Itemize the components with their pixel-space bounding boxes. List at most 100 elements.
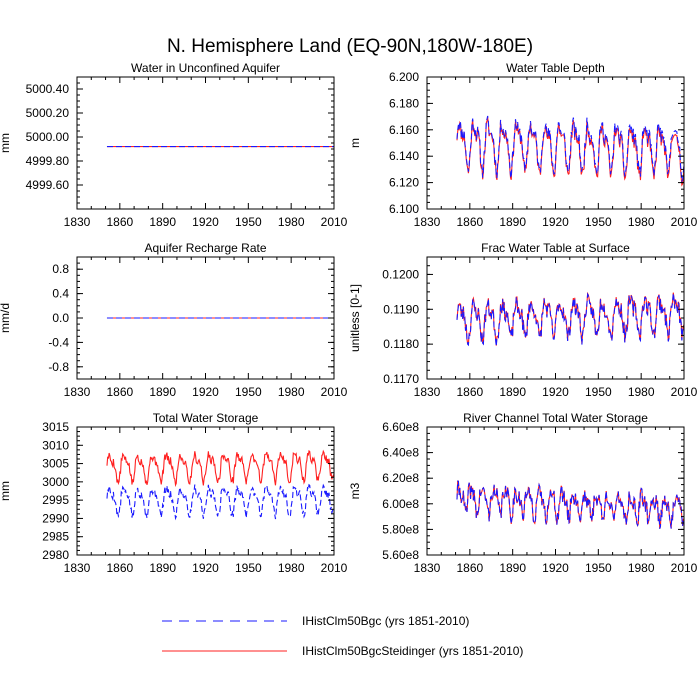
x-tick-label: 2010 — [321, 215, 348, 229]
y-tick-label: 2995 — [42, 493, 69, 507]
y-axis-label: mm — [0, 133, 12, 153]
x-tick-label: 1830 — [64, 215, 91, 229]
y-tick-label: 0.0 — [52, 311, 69, 325]
legend: IHistClm50Bgc (yrs 1851-2010) IHistClm50B… — [162, 614, 523, 658]
y-tick-label: 3010 — [42, 438, 69, 452]
x-tick-label: 1920 — [542, 215, 569, 229]
x-tick-label: 1830 — [414, 561, 441, 575]
chart-panel-6: River Channel Total Water Storage m3 1830 1… — [348, 411, 698, 575]
y-tick-label: 4999.80 — [26, 154, 70, 168]
plot-frame — [76, 76, 335, 210]
x-tick-label: 2010 — [321, 385, 348, 399]
series-line-2 — [456, 480, 685, 529]
x-tick-label: 1950 — [235, 385, 262, 399]
x-tick-label: 1950 — [585, 215, 612, 229]
y-tick-label: 3000 — [42, 475, 69, 489]
panels-group: Water in Unconfined Aquifer mm 1830 1860 189… — [0, 61, 698, 575]
x-tick-label: 1920 — [192, 561, 219, 575]
y-tick-label: 0.8 — [52, 262, 69, 276]
panel-title: River Channel Total Water Storage — [463, 411, 648, 425]
x-tick-label: 1830 — [414, 385, 441, 399]
x-tick-label: 1920 — [192, 215, 219, 229]
panel-title: Frac Water Table at Surface — [481, 241, 630, 255]
y-tick-label: 6.120 — [389, 176, 419, 190]
y-tick-label: 5.60e8 — [382, 548, 419, 562]
x-tick-label: 2010 — [671, 561, 698, 575]
y-tick-label: 0.1200 — [382, 267, 419, 281]
x-tick-label: 2010 — [671, 215, 698, 229]
y-tick-label: 4999.60 — [26, 178, 70, 192]
x-tick-label: 1830 — [64, 561, 91, 575]
y-tick-label: 6.140 — [389, 149, 419, 163]
y-tick-label: 6.00e8 — [382, 497, 419, 511]
y-tick-label: 6.40e8 — [382, 446, 419, 460]
x-tick-label: 1830 — [414, 215, 441, 229]
y-axis-label: m3 — [348, 482, 362, 499]
series-line-2 — [106, 483, 335, 521]
y-tick-label: 6.60e8 — [382, 420, 419, 434]
chart-panel-4: Frac Water Table at Surface unitless [0-1… — [348, 241, 698, 399]
chart-panel-2: Water Table Depth m 1830 1860 1890 1920 1950 19… — [348, 61, 698, 229]
y-tick-label: 2990 — [42, 511, 69, 525]
x-tick-label: 1920 — [542, 385, 569, 399]
x-tick-label: 1950 — [235, 215, 262, 229]
panel-title: Total Water Storage — [153, 411, 259, 425]
plot-frame — [76, 426, 335, 556]
x-tick-label: 1860 — [456, 385, 483, 399]
y-tick-label: 0.4 — [52, 287, 69, 301]
x-tick-label: 1980 — [628, 385, 655, 399]
x-tick-label: 1860 — [106, 561, 133, 575]
chart-panel-5: Total Water Storage mm 1830 1860 1890 1920 195… — [0, 411, 348, 575]
x-tick-label: 1950 — [585, 561, 612, 575]
y-tick-label: 6.20e8 — [382, 471, 419, 485]
x-tick-label: 1950 — [585, 385, 612, 399]
legend-label-2: IHistClm50BgcSteidinger (yrs 1851-2010) — [302, 644, 523, 658]
y-tick-label: -0.4 — [48, 335, 69, 349]
y-axis-label: mm/d — [0, 303, 12, 333]
series-line-2 — [456, 292, 685, 347]
x-tick-label: 1920 — [192, 385, 219, 399]
y-tick-label: 3005 — [42, 457, 69, 471]
plot-frame — [426, 76, 685, 210]
figure-title: N. Hemisphere Land (EQ-90N,180W-180E) — [167, 36, 533, 57]
y-tick-label: 0.1180 — [383, 337, 419, 351]
y-axis-label: mm — [0, 481, 12, 501]
x-tick-label: 2010 — [671, 385, 698, 399]
x-tick-label: 1890 — [149, 385, 176, 399]
x-tick-label: 1860 — [106, 385, 133, 399]
x-tick-label: 1830 — [64, 385, 91, 399]
x-tick-label: 1890 — [149, 561, 176, 575]
x-tick-label: 1980 — [628, 561, 655, 575]
panel-title: Water in Unconfined Aquifer — [131, 61, 280, 75]
y-tick-label: 2980 — [42, 548, 69, 562]
y-tick-label: 6.200 — [389, 70, 419, 84]
x-tick-label: 1950 — [235, 561, 262, 575]
series-line-1 — [456, 117, 685, 187]
y-tick-label: 6.160 — [389, 123, 419, 137]
y-tick-label: 5000.00 — [26, 130, 70, 144]
y-tick-label: 2985 — [42, 530, 69, 544]
x-tick-label: 2010 — [321, 561, 348, 575]
x-tick-label: 1920 — [542, 561, 569, 575]
x-tick-label: 1980 — [278, 385, 305, 399]
panel-title: Water Table Depth — [506, 61, 605, 75]
x-tick-label: 1890 — [499, 561, 526, 575]
chart-panel-3: Aquifer Recharge Rate mm/d 1830 1860 1890 192… — [0, 241, 348, 399]
y-tick-label: 5000.20 — [26, 106, 70, 120]
y-tick-label: -0.8 — [48, 360, 69, 374]
y-tick-label: 0.1190 — [383, 302, 419, 316]
x-tick-label: 1860 — [106, 215, 133, 229]
x-tick-label: 1890 — [499, 385, 526, 399]
x-tick-label: 1890 — [499, 215, 526, 229]
y-tick-label: 5000.40 — [26, 82, 70, 96]
panel-title: Aquifer Recharge Rate — [144, 241, 266, 255]
y-axis-label: m — [348, 138, 362, 148]
x-tick-label: 1980 — [278, 561, 305, 575]
x-tick-label: 1980 — [278, 215, 305, 229]
series-line-1 — [106, 449, 335, 488]
x-tick-label: 1860 — [456, 561, 483, 575]
chart-panel-1: Water in Unconfined Aquifer mm 1830 1860 189… — [0, 61, 348, 229]
y-tick-label: 6.100 — [389, 202, 419, 216]
plot-frame — [426, 426, 685, 556]
